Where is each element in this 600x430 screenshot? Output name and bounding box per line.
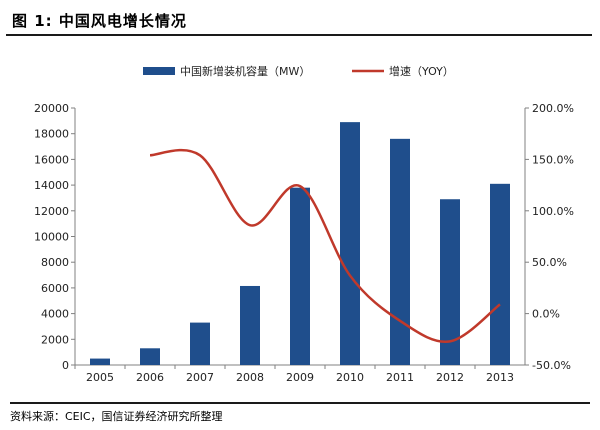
bar	[190, 322, 210, 365]
bar	[90, 358, 110, 365]
left-tick-label: 10000	[34, 231, 69, 244]
left-tick-label: 4000	[41, 308, 69, 321]
right-tick-label: 50.0%	[532, 256, 567, 269]
left-tick-label: 12000	[34, 205, 69, 218]
legend-line-label: 增速（YOY）	[389, 64, 454, 78]
left-tick-label: 16000	[34, 153, 69, 166]
left-tick-label: 14000	[34, 179, 69, 192]
right-tick-label: 100.0%	[532, 205, 574, 218]
bar	[140, 348, 160, 365]
x-tick-label: 2005	[86, 371, 114, 384]
figure-header: 图 1: 中国风电增长情况	[6, 4, 592, 36]
right-tick-label: 0.0%	[532, 308, 560, 321]
left-tick-label: 18000	[34, 128, 69, 141]
left-tick-label: 0	[62, 359, 69, 372]
x-tick-label: 2007	[186, 371, 214, 384]
yoy-growth-line	[149, 148, 501, 343]
figure-title: 图 1: 中国风电增长情况	[12, 12, 187, 30]
bar	[440, 199, 460, 365]
wind-power-chart: 中国新增装机容量（MW） 增速（YOY） 0 2000 4000 6000 8000 10…	[34, 64, 574, 384]
bar	[390, 138, 410, 365]
bar	[240, 285, 260, 365]
legend-bar-label: 中国新增装机容量（MW）	[180, 64, 310, 78]
x-tick-label: 2013	[486, 371, 514, 384]
line-series	[149, 148, 501, 343]
chart-axes: 0 2000 4000 6000 8000 10000 12000 14000 16000 180…	[34, 102, 574, 384]
x-tick-label: 2010	[336, 371, 364, 384]
legend-bar-swatch	[143, 67, 175, 75]
x-tick-label: 2008	[236, 371, 264, 384]
bar-series	[90, 122, 510, 365]
source-note: 资料来源：CEIC，国信证券经济研究所整理	[10, 402, 590, 424]
x-tick-label: 2012	[436, 371, 464, 384]
bar	[340, 122, 360, 365]
left-tick-label: 8000	[41, 256, 69, 269]
x-tick-label: 2011	[386, 371, 414, 384]
chart-legend: 中国新增装机容量（MW） 增速（YOY）	[143, 64, 454, 78]
left-tick-label: 2000	[41, 333, 69, 346]
x-tick-label: 2006	[136, 371, 164, 384]
left-tick-label: 6000	[41, 282, 69, 295]
right-tick-label: -50.0%	[532, 359, 571, 372]
left-tick-label: 20000	[34, 102, 69, 115]
right-tick-label: 200.0%	[532, 102, 574, 115]
bar	[290, 187, 310, 365]
x-tick-label: 2009	[286, 371, 314, 384]
bar	[490, 183, 510, 365]
right-tick-label: 150.0%	[532, 153, 574, 166]
